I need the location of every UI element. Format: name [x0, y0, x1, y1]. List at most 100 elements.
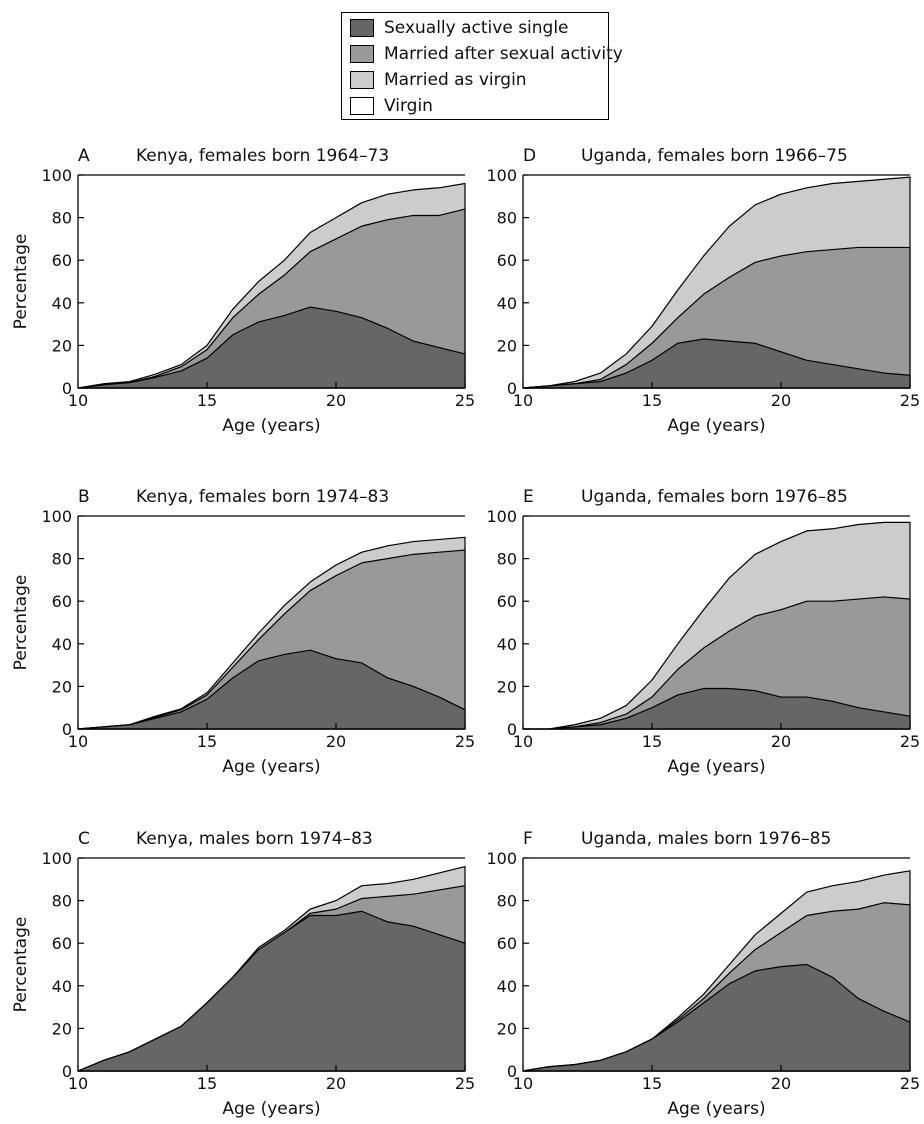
y-tick-label: 0	[507, 379, 517, 398]
chart-legend: Sexually active single Married after sex…	[341, 12, 623, 120]
legend-item-sexually-active-single: Sexually active single	[350, 17, 569, 39]
x-tick-label: 20	[771, 1074, 791, 1093]
x-tick-label: 20	[771, 391, 791, 410]
legend-item-married-as-virgin: Married as virgin	[350, 69, 527, 91]
y-tick-label: 60	[497, 934, 517, 953]
x-tick-label: 10	[513, 391, 533, 410]
panel-title: Uganda, females born 1976–85	[581, 487, 848, 507]
y-tick-label: 0	[62, 379, 72, 398]
sexually-active-single-area	[77, 910, 466, 1072]
x-axis-label: Age (years)	[222, 1099, 320, 1119]
sexually-active-single-area	[522, 687, 911, 730]
x-tick-label: 10	[68, 391, 88, 410]
x-tick-label: 15	[642, 391, 662, 410]
married-after-sexual-activity-area	[522, 596, 911, 730]
x-tick-label: 15	[197, 1074, 217, 1093]
sexually-active-single-area	[522, 338, 911, 389]
y-tick-label: 0	[507, 720, 517, 739]
y-tick-label: 100	[41, 166, 72, 185]
x-tick-label: 20	[771, 732, 791, 751]
x-axis-label: Age (years)	[222, 416, 320, 436]
panel-c: 0 20 40 60 80 100 10 15 20 25 C Kenya, males born 1…	[11, 829, 475, 1119]
y-tick-label: 20	[52, 677, 72, 696]
x-tick-label: 20	[326, 732, 346, 751]
panel-letter: E	[523, 487, 534, 507]
y-tick-label: 40	[52, 635, 72, 654]
panel-letter: A	[78, 146, 90, 166]
x-tick-label: 20	[326, 391, 346, 410]
sexually-active-single-area	[522, 963, 911, 1072]
y-tick-label: 20	[52, 336, 72, 355]
y-tick-label: 100	[41, 507, 72, 526]
legend-label: Married after sexual activity	[384, 44, 623, 64]
panel-letter: B	[78, 487, 90, 507]
y-tick-label: 80	[52, 209, 72, 228]
panel-title: Uganda, females born 1966–75	[581, 146, 848, 166]
panel-e: 0 20 40 60 80 100 10 15 20 25 E Uganda, females bor…	[486, 487, 920, 777]
x-tick-label: 25	[900, 1074, 920, 1093]
legend-label: Sexually active single	[384, 18, 569, 38]
x-axis-label: Age (years)	[667, 416, 765, 436]
y-tick-label: 40	[52, 294, 72, 313]
y-tick-label: 80	[497, 892, 517, 911]
x-tick-label: 10	[513, 1074, 533, 1093]
panel-d: 0 20 40 60 80 100 10 15 20 25 D Uganda, females bor…	[486, 146, 920, 436]
y-tick-label: 20	[497, 1019, 517, 1038]
panel-title: Kenya, females born 1964–73	[136, 146, 389, 166]
y-tick-label: 40	[497, 294, 517, 313]
y-tick-label: 40	[497, 977, 517, 996]
x-tick-label: 10	[513, 732, 533, 751]
panel-a: 0 20 40 60 80 100 10 15 20 25 A Kenya, females born…	[11, 146, 475, 436]
x-axis-label: Age (years)	[667, 1099, 765, 1119]
sexually-active-single-area	[77, 649, 466, 730]
panel-title: Kenya, females born 1974–83	[136, 487, 389, 507]
panel-title: Uganda, males born 1976–85	[581, 829, 831, 849]
x-tick-label: 15	[197, 391, 217, 410]
y-tick-label: 100	[41, 849, 72, 868]
x-tick-label: 25	[455, 1074, 475, 1093]
y-tick-label: 0	[62, 1062, 72, 1081]
y-tick-label: 60	[497, 592, 517, 611]
y-tick-label: 20	[497, 677, 517, 696]
y-tick-label: 60	[52, 592, 72, 611]
y-tick-label: 0	[62, 720, 72, 739]
y-tick-label: 40	[52, 977, 72, 996]
y-tick-label: 80	[497, 209, 517, 228]
y-tick-label: 60	[52, 934, 72, 953]
y-tick-label: 60	[52, 251, 72, 270]
x-tick-label: 10	[68, 732, 88, 751]
panel-f: 0 20 40 60 80 100 10 15 20 25 F Uganda, males born …	[486, 829, 920, 1119]
x-tick-label: 25	[900, 732, 920, 751]
x-tick-label: 15	[642, 732, 662, 751]
y-axis-label: Percentage	[11, 234, 31, 330]
y-tick-label: 20	[52, 1019, 72, 1038]
legend-item-virgin: Virgin	[350, 95, 433, 117]
y-axis-label: Percentage	[11, 917, 31, 1013]
y-tick-label: 80	[497, 550, 517, 569]
panel-letter: D	[523, 146, 536, 166]
y-tick-label: 20	[497, 336, 517, 355]
y-tick-label: 60	[497, 251, 517, 270]
married-after-sexual-activity-area	[522, 246, 911, 389]
y-tick-label: 100	[486, 507, 517, 526]
y-tick-label: 100	[486, 849, 517, 868]
x-tick-label: 15	[642, 1074, 662, 1093]
y-tick-label: 100	[486, 166, 517, 185]
x-tick-label: 10	[68, 1074, 88, 1093]
legend-label: Virgin	[384, 96, 433, 116]
legend-swatch-dark	[350, 19, 374, 37]
x-axis-label: Age (years)	[222, 757, 320, 777]
y-tick-label: 40	[497, 635, 517, 654]
y-tick-label: 80	[52, 892, 72, 911]
legend-swatch-light	[350, 71, 374, 89]
panel-b: 0 20 40 60 80 100 10 15 20 25 B Kenya, females born…	[11, 487, 475, 777]
y-tick-label: 0	[507, 1062, 517, 1081]
x-tick-label: 25	[455, 732, 475, 751]
legend-item-married-after-sexual-activity: Married after sexual activity	[350, 43, 623, 65]
y-tick-label: 80	[52, 550, 72, 569]
x-tick-label: 20	[326, 1074, 346, 1093]
legend-label: Married as virgin	[384, 70, 527, 90]
x-tick-label: 25	[455, 391, 475, 410]
legend-swatch-medium	[350, 45, 374, 63]
